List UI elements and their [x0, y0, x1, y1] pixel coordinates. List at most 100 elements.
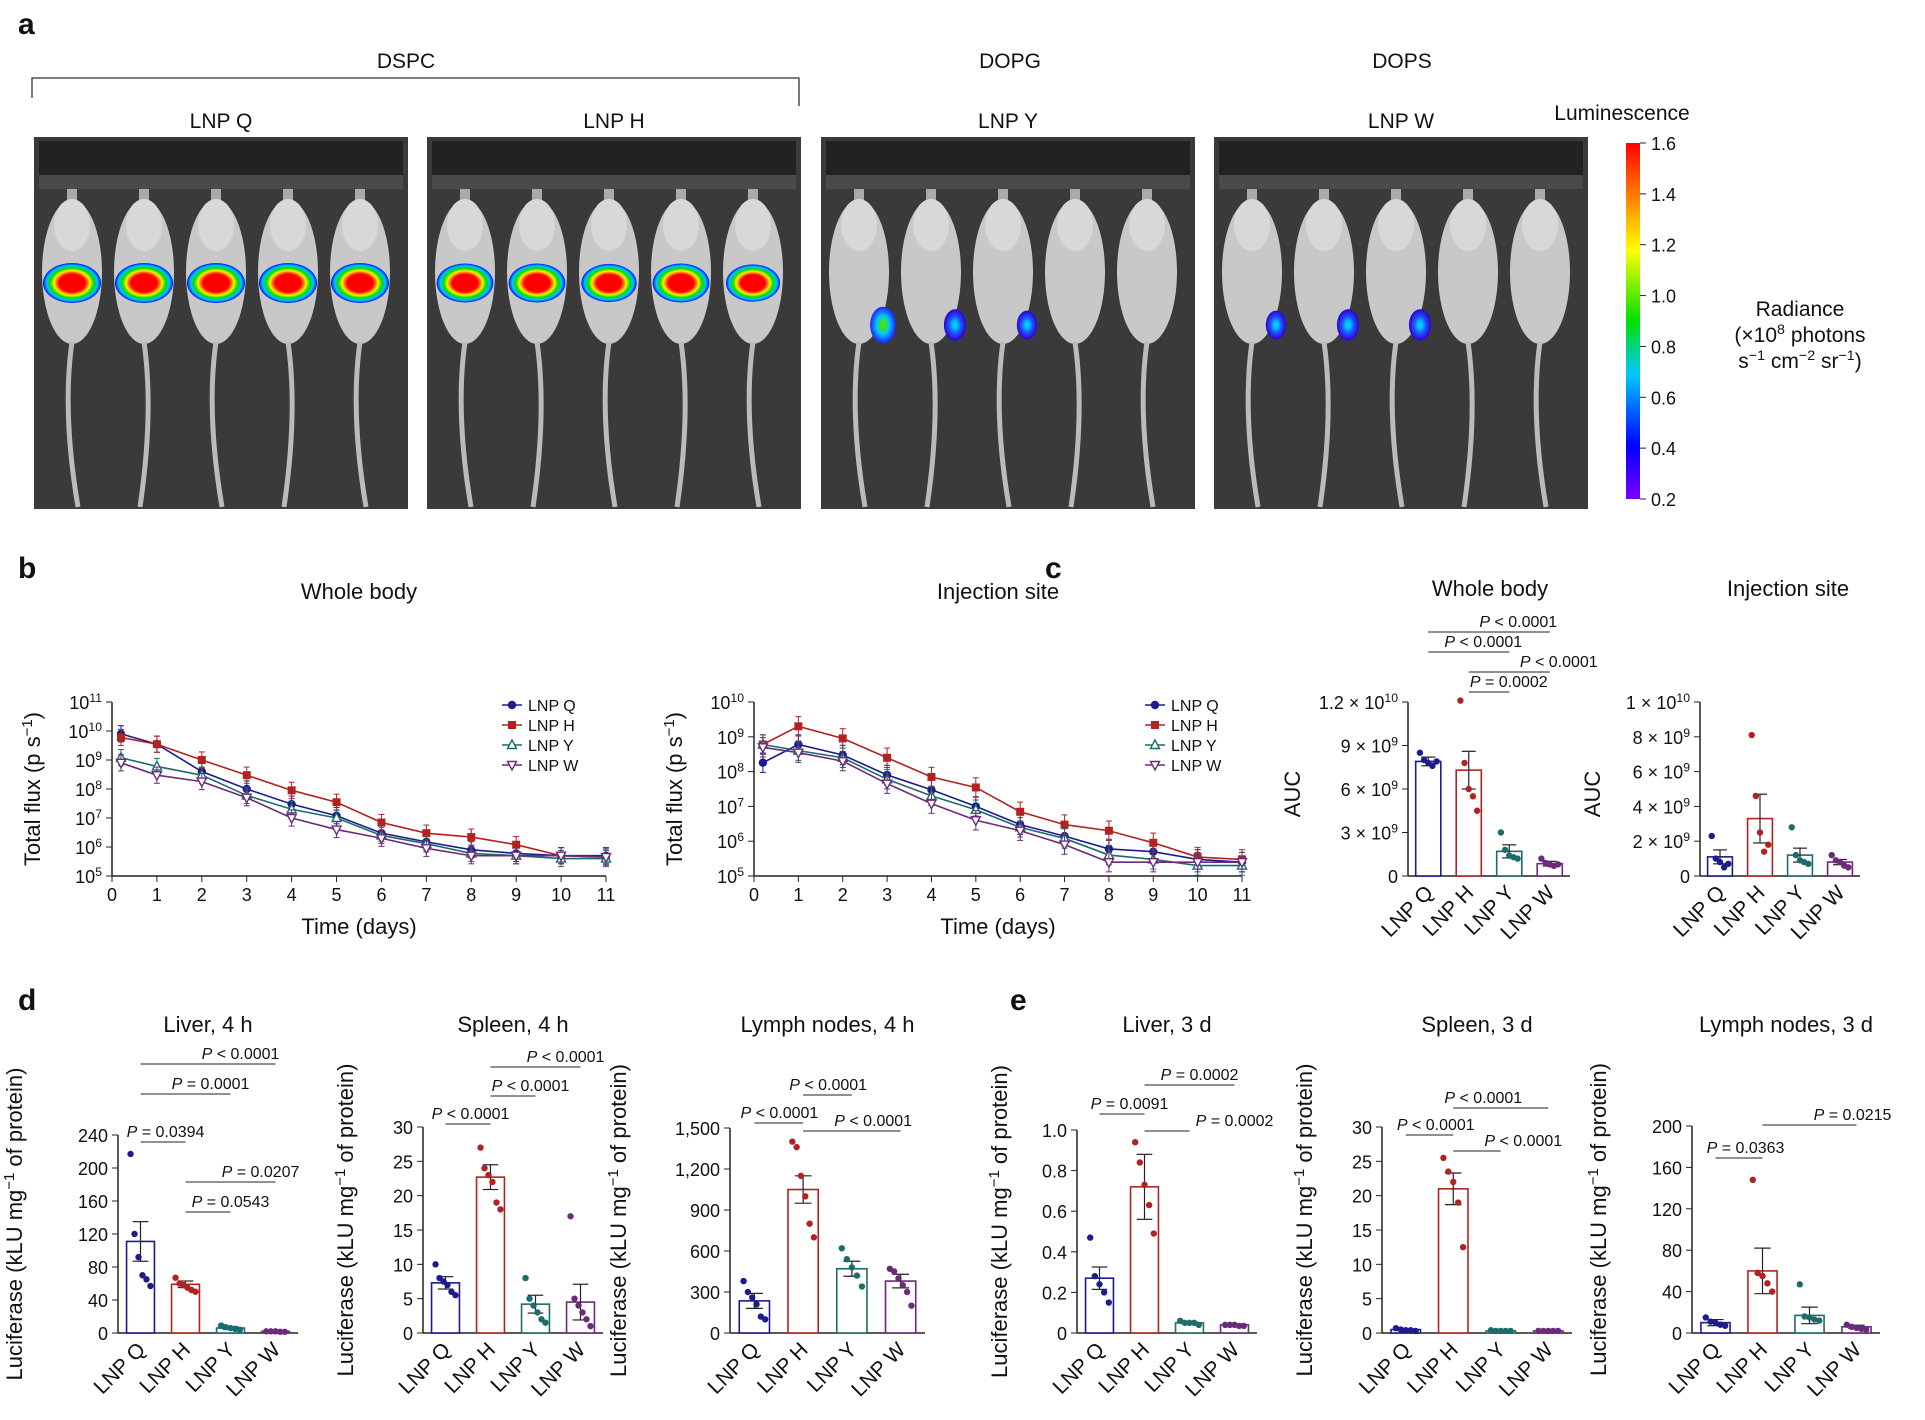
- y-tick-label: 0: [1680, 867, 1690, 887]
- data-point: [1473, 807, 1481, 814]
- leg-signal-hotspot: [1336, 309, 1360, 341]
- group-label-dopg: DOPG: [979, 50, 1041, 73]
- legend-marker: [506, 738, 518, 750]
- p-value-label: P = 0.0394: [127, 1124, 205, 1141]
- data-point: [1554, 861, 1562, 868]
- data-point: [272, 1328, 279, 1335]
- colorbar-tick-label: 1.6: [1651, 134, 1676, 154]
- text-part: P: [432, 1106, 443, 1123]
- mouse-head: [342, 199, 378, 251]
- x-tick-label: LNP H: [135, 1338, 195, 1398]
- data-point: [1788, 824, 1795, 831]
- data-point: [1141, 1181, 1148, 1189]
- x-tick-label: LNP W: [847, 1338, 910, 1401]
- mouse-head: [1450, 199, 1486, 251]
- data-point: [131, 1230, 138, 1238]
- colorbar-label-line2: (×108 photons: [1734, 322, 1865, 347]
- data-point: [1554, 1327, 1562, 1335]
- p-value-label: P < 0.0001: [527, 1049, 605, 1066]
- x-tick-label: 9: [511, 885, 521, 905]
- data-point: [1016, 807, 1025, 816]
- data-point: [1132, 1138, 1139, 1146]
- text-part: = 0.0001: [182, 1076, 249, 1093]
- mouse-head: [663, 199, 699, 251]
- text-part: 9: [1683, 795, 1690, 809]
- text-part: 10: [717, 763, 737, 783]
- text-part: P: [492, 1078, 503, 1095]
- data-point: [465, 851, 477, 863]
- data-point: [753, 1301, 760, 1308]
- text-part: 9: [1391, 822, 1398, 836]
- p-value-label: P < 0.0001: [740, 1105, 818, 1122]
- mouse-head: [270, 199, 306, 251]
- text-part: 10: [717, 867, 737, 887]
- restraint-bar: [432, 141, 796, 175]
- data-point: [1181, 1319, 1189, 1327]
- text-part: = 0.0394: [137, 1124, 204, 1141]
- text-part: −1: [1, 1173, 18, 1190]
- mouse-head: [1306, 199, 1342, 251]
- text-part: sr: [1815, 350, 1838, 373]
- p-value-label: P = 0.0215: [1814, 1107, 1892, 1124]
- data-point: [881, 779, 893, 791]
- y-tick-label: 25: [1352, 1152, 1372, 1172]
- text-part: photons: [1785, 324, 1866, 347]
- y-tick-label: 1.2 × 1010: [1319, 691, 1398, 713]
- text-part: −1: [986, 1170, 1003, 1187]
- data-point: [567, 1213, 574, 1220]
- chart-title: Lymph nodes, 4 h: [740, 1012, 914, 1037]
- panel-label-d: d: [18, 984, 36, 1017]
- text-part: −1: [1749, 348, 1765, 364]
- data-point: [1748, 731, 1755, 739]
- data-point: [1816, 1317, 1823, 1324]
- bar-chart-e-liver: Liver, 3 d 0 0.2 0.4 0.6 0.8 1.0 Luciferase (kL…: [986, 1012, 1274, 1401]
- data-point: [1416, 749, 1424, 756]
- mouse-image: [427, 137, 801, 509]
- data-point: [579, 1309, 586, 1316]
- text-part: Luciferase (kLU mg: [1586, 1185, 1611, 1376]
- mouse-tail: [281, 341, 295, 508]
- mouse-head: [126, 199, 162, 251]
- x-tick-label: 5: [332, 885, 342, 905]
- data-point: [542, 1319, 549, 1326]
- text-part: Luciferase (kLU mg: [2, 1190, 27, 1381]
- data-point: [757, 743, 769, 754]
- mouse-tail: [209, 341, 225, 508]
- mouse-tail: [137, 341, 151, 508]
- mouse-tail: [65, 341, 81, 508]
- text-part: ): [662, 712, 687, 719]
- text-part: P: [1814, 1107, 1825, 1124]
- x-tick-label: LNP Q: [1664, 1338, 1725, 1399]
- legend-marker: [1151, 721, 1159, 729]
- p-value-label: P = 0.0091: [1091, 1096, 1169, 1113]
- data-point: [925, 799, 938, 811]
- restraint-ledge: [39, 175, 403, 189]
- restraint-bar: [39, 141, 403, 175]
- legend-marker: [507, 700, 517, 710]
- text-part: 10: [710, 693, 730, 713]
- data-point: [848, 1264, 856, 1271]
- data-point: [810, 1234, 818, 1241]
- bar: [835, 1267, 868, 1334]
- data-point: [1717, 1321, 1724, 1328]
- x-tick-label: LNP Q: [1355, 1338, 1416, 1399]
- y-tick-label: 4 × 109: [1633, 795, 1691, 817]
- data-point: [571, 1295, 578, 1302]
- data-point: [192, 1288, 199, 1295]
- chart-title: Whole body: [301, 579, 417, 604]
- data-point: [522, 1274, 529, 1282]
- y-tick-label: 6 × 109: [1341, 778, 1399, 800]
- data-point: [276, 1328, 284, 1335]
- data-point: [432, 1261, 439, 1268]
- data-point: [744, 1288, 752, 1296]
- liver-signal-hotspot: [652, 263, 710, 303]
- restraint-ledge: [826, 175, 1190, 189]
- y-axis-label: Total flux (p s−1): [19, 712, 46, 866]
- colorbar-tick-label: 0.8: [1651, 337, 1676, 357]
- x-tick-label: 4: [926, 885, 936, 905]
- data-point: [1091, 1272, 1099, 1280]
- y-tick-label: 0.6: [1042, 1202, 1067, 1222]
- group-label-dops: DOPS: [1372, 50, 1432, 73]
- colorbar-title: Luminescence: [1554, 102, 1689, 125]
